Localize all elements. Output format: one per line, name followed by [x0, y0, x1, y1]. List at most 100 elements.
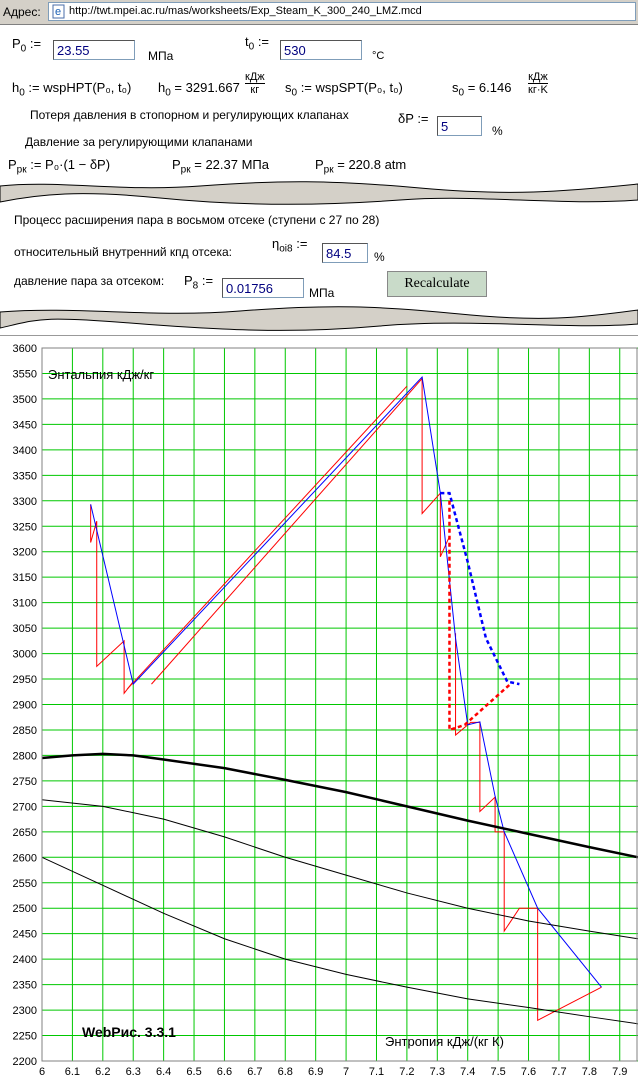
y-tick-label: 2500 [13, 903, 37, 915]
subscript: рк [180, 164, 191, 176]
numerator: кДж [245, 71, 265, 83]
numerator: кДж [528, 71, 548, 83]
x-tick-label: 7.2 [399, 1066, 414, 1078]
y-tick-label: 3050 [13, 623, 37, 635]
x-tick-label: 6.9 [308, 1066, 323, 1078]
subscript: 0 [165, 87, 171, 99]
y-tick-label: 3150 [13, 572, 37, 584]
address-bar: Адрес: e http://twt.mpei.ac.ru/mas/works… [0, 0, 638, 25]
subscript: 0 [291, 87, 298, 99]
formula: P8 := [184, 273, 213, 292]
x-tick-label: 7.5 [490, 1066, 505, 1078]
subscript: рк [16, 164, 27, 176]
formula: s0 = 6.146 [452, 80, 511, 99]
url-field[interactable]: e http://twt.mpei.ac.ru/mas/worksheets/E… [48, 2, 636, 21]
figure-label: WebРис. 3.3.1 [82, 1024, 176, 1040]
x-tick-label: 7.4 [460, 1066, 475, 1078]
unit: МПа [148, 49, 174, 63]
x-tick-label: 7.1 [369, 1066, 384, 1078]
y-tick-label: 2750 [13, 776, 37, 788]
operator: := [296, 236, 308, 251]
operator: := [257, 34, 270, 49]
x-tick-label: 7.6 [521, 1066, 536, 1078]
y-tick-label: 2900 [13, 700, 37, 712]
formula: Pрк = 22.37 МПа [172, 157, 269, 176]
y-tick-label: 3600 [13, 343, 37, 355]
url-text: http://twt.mpei.ac.ru/mas/worksheets/Exp… [69, 5, 422, 17]
y-tick-label: 3200 [13, 547, 37, 559]
symbol: s [285, 80, 292, 95]
text: Процесс расширения пара в восьмом отсеке… [14, 213, 380, 227]
subscript: 0 [458, 87, 465, 99]
symbol: P [172, 157, 181, 172]
formula: h0 := wspHPT(P₀, t₀) [12, 80, 131, 99]
unit-fraction: кДж кг [245, 71, 265, 96]
series-line [151, 378, 423, 685]
input-field[interactable]: 84.5 [322, 243, 368, 263]
input-field[interactable]: 23.55 [53, 40, 135, 60]
plot-frame [41, 347, 638, 1062]
x-tick-label: 6.2 [95, 1066, 110, 1078]
symbol: h [12, 80, 20, 95]
x-axis-label: Энтропия кДж/(кг К) [385, 1034, 504, 1049]
symbol: P [12, 36, 21, 51]
symbol: s [452, 80, 459, 95]
operator: := [29, 36, 42, 51]
y-tick-label: 3000 [13, 649, 37, 661]
symbol: P [315, 157, 324, 172]
svg-text:e: e [55, 6, 61, 18]
input-field[interactable]: 530 [280, 40, 362, 60]
series-line [41, 799, 638, 940]
y-tick-label: 2400 [13, 954, 37, 966]
operator: := [417, 111, 429, 126]
unit-fraction: кДж кг·K [528, 71, 548, 96]
x-tick-label: 6.1 [65, 1066, 80, 1078]
denominator: кг·K [528, 83, 548, 96]
symbol: t [245, 34, 249, 49]
x-tick-label: 7 [343, 1066, 349, 1078]
x-tick-label: 6.3 [126, 1066, 141, 1078]
subscript: 0 [19, 87, 25, 99]
formula: ηoi8 := [272, 236, 307, 255]
symbol: h [158, 80, 166, 95]
y-tick-label: 3250 [13, 521, 37, 533]
subscript: 0 [20, 43, 27, 55]
y-tick-label: 2800 [13, 750, 37, 762]
y-tick-label: 2600 [13, 852, 37, 864]
text: относительный внутренний кпд отсека: [14, 245, 232, 259]
expression: = 220.8 atm [337, 157, 407, 172]
y-tick-label: 3300 [13, 496, 37, 508]
y-tick-label: 3500 [13, 394, 37, 406]
y-tick-label: 2950 [13, 674, 37, 686]
symbol: δP [398, 111, 414, 126]
formula: h0 = 3291.667 [158, 80, 240, 99]
page-icon: e [52, 4, 65, 19]
y-axis-label: Энтальпия кДж/кг [48, 367, 154, 382]
expression: := wspSPT(P₀, t₀) [300, 80, 403, 95]
y-tick-label: 2450 [13, 929, 37, 941]
formula: Pрк := P₀·(1 − δP) [8, 157, 110, 176]
chart: 2200 2250 2300 2350 2400 2450 2500 2550 2600 2650… [0, 335, 638, 1078]
series-line [440, 491, 520, 686]
y-tick-label: 2300 [13, 1005, 37, 1017]
symbol: P [8, 157, 17, 172]
input-field[interactable]: 0.01756 [222, 278, 304, 298]
unit: °C [372, 50, 385, 62]
x-tick-label: 6.4 [156, 1066, 171, 1078]
x-tick-label: 7.3 [430, 1066, 445, 1078]
recalculate-button[interactable]: Recalculate [387, 271, 487, 297]
y-tick-label: 2850 [13, 725, 37, 737]
text: Потеря давления в стопорном и регулирующ… [30, 108, 349, 122]
y-tick-label: 3100 [13, 598, 37, 610]
subscript: 0 [248, 41, 255, 53]
y-tick-label: 3400 [13, 445, 37, 457]
text: Давление за регулирующими клапанами [25, 135, 253, 149]
x-tick-label: 6.5 [186, 1066, 201, 1078]
formula: s0 := wspSPT(P₀, t₀) [285, 80, 403, 99]
x-tick-label: 6.8 [278, 1066, 293, 1078]
x-tick-label: 7.7 [551, 1066, 566, 1078]
unit: % [492, 124, 503, 138]
input-field[interactable]: 5 [437, 116, 482, 136]
series-line [448, 500, 512, 732]
